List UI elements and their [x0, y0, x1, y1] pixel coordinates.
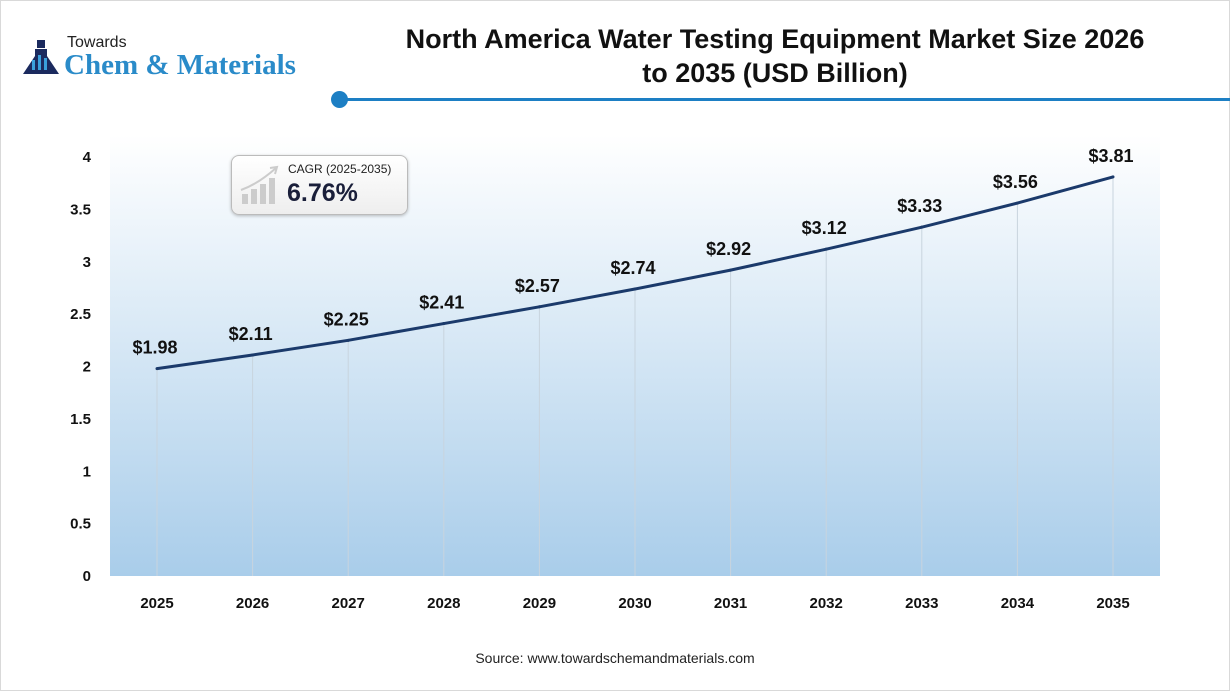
x-tick-label: 2027 [332, 595, 365, 612]
growth-chart-icon [240, 165, 279, 204]
data-label: $2.57 [515, 276, 560, 296]
y-tick-label: 0.5 [70, 516, 91, 533]
y-tick-label: 3 [83, 254, 91, 271]
data-label: $3.33 [897, 196, 942, 216]
data-label: $3.56 [993, 172, 1038, 192]
source-note: Source: www.towardschemandmaterials.com [475, 650, 755, 666]
data-point [155, 367, 159, 371]
x-tick-label: 2030 [618, 595, 651, 612]
chart-title: North America Water Testing Equipment Ma… [405, 24, 1145, 88]
data-label: $2.11 [229, 324, 273, 344]
x-tick-label: 2028 [427, 595, 460, 612]
y-tick-label: 2.5 [70, 306, 91, 323]
data-point [824, 247, 828, 251]
data-label: $2.25 [324, 309, 369, 329]
data-label: $2.41 [419, 293, 464, 313]
data-point [1111, 175, 1115, 179]
data-label: $2.92 [706, 239, 751, 259]
x-tick-label: 2035 [1096, 595, 1129, 612]
cagr-label: CAGR (2025-2035) [288, 162, 392, 176]
x-tick-label: 2031 [714, 595, 747, 612]
title-rule-dot [331, 91, 348, 108]
y-tick-label: 2 [83, 359, 91, 376]
logo-towards: Towards [67, 34, 127, 51]
data-point [633, 287, 637, 291]
data-point [920, 225, 924, 229]
data-point [251, 353, 255, 357]
x-tick-label: 2034 [1001, 595, 1035, 612]
y-tick-label: 1 [83, 463, 91, 480]
flask-icon [23, 40, 59, 74]
data-label: $3.12 [802, 218, 847, 238]
y-tick-label: 4 [83, 149, 92, 166]
y-tick-label: 3.5 [70, 201, 91, 218]
data-point [537, 305, 541, 309]
x-tick-label: 2025 [140, 595, 173, 612]
x-tick-label: 2029 [523, 595, 556, 612]
x-tick-label: 2032 [810, 595, 843, 612]
logo-chem-materials: Chem & Materials [64, 49, 296, 81]
data-point [1015, 201, 1019, 205]
data-point [442, 322, 446, 326]
data-point [346, 338, 350, 342]
data-label: $1.98 [132, 338, 177, 358]
cagr-box: CAGR (2025-2035) 6.76% [231, 155, 408, 215]
data-point [729, 268, 733, 272]
data-label: $2.74 [610, 258, 655, 278]
x-tick-label: 2026 [236, 595, 269, 612]
x-tick-label: 2033 [905, 595, 938, 612]
title-rule [340, 98, 1230, 101]
y-tick-label: 1.5 [70, 411, 91, 428]
data-label: $3.81 [1088, 146, 1133, 166]
cagr-value: 6.76% [287, 179, 358, 207]
y-tick-label: 0 [83, 568, 91, 585]
